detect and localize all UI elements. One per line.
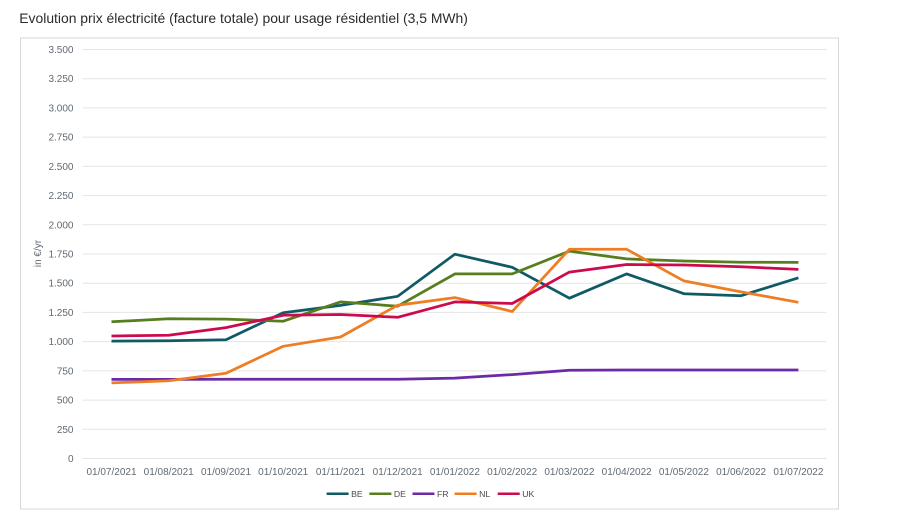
svg-text:2.750: 2.750: [48, 133, 73, 144]
svg-text:01/05/2022: 01/05/2022: [659, 467, 709, 478]
svg-text:01/07/2021: 01/07/2021: [86, 467, 136, 478]
svg-text:01/04/2022: 01/04/2022: [602, 467, 652, 478]
svg-text:1.250: 1.250: [48, 308, 73, 319]
svg-text:01/08/2021: 01/08/2021: [144, 467, 194, 478]
svg-text:UK: UK: [522, 489, 534, 499]
svg-text:250: 250: [57, 425, 74, 436]
svg-text:01/10/2021: 01/10/2021: [258, 467, 308, 478]
svg-text:2.250: 2.250: [48, 191, 73, 202]
svg-text:BE: BE: [351, 489, 363, 499]
svg-text:1.500: 1.500: [48, 279, 73, 290]
svg-text:01/09/2021: 01/09/2021: [201, 467, 251, 478]
svg-text:01/06/2022: 01/06/2022: [716, 467, 766, 478]
svg-text:3.000: 3.000: [48, 103, 73, 114]
svg-text:01/02/2022: 01/02/2022: [487, 467, 537, 478]
svg-text:01/01/2022: 01/01/2022: [430, 467, 480, 478]
svg-text:Evolution prix électricité (fa: Evolution prix électricité (facture tota…: [19, 10, 468, 26]
svg-text:01/03/2022: 01/03/2022: [544, 467, 594, 478]
svg-text:01/12/2021: 01/12/2021: [373, 467, 423, 478]
svg-text:1.000: 1.000: [48, 337, 73, 348]
svg-text:500: 500: [57, 396, 74, 407]
svg-text:750: 750: [57, 366, 74, 377]
svg-text:in €/yr: in €/yr: [33, 239, 44, 267]
svg-text:NL: NL: [479, 489, 490, 499]
svg-text:DE: DE: [394, 489, 406, 499]
svg-text:3.500: 3.500: [48, 45, 73, 56]
svg-text:01/07/2022: 01/07/2022: [773, 467, 823, 478]
svg-text:2.500: 2.500: [48, 162, 73, 173]
svg-text:FR: FR: [437, 489, 449, 499]
svg-text:2.000: 2.000: [48, 220, 73, 231]
svg-text:0: 0: [68, 454, 74, 465]
svg-text:1.750: 1.750: [48, 250, 73, 261]
svg-text:01/11/2021: 01/11/2021: [316, 467, 366, 478]
svg-text:3.250: 3.250: [48, 74, 73, 85]
